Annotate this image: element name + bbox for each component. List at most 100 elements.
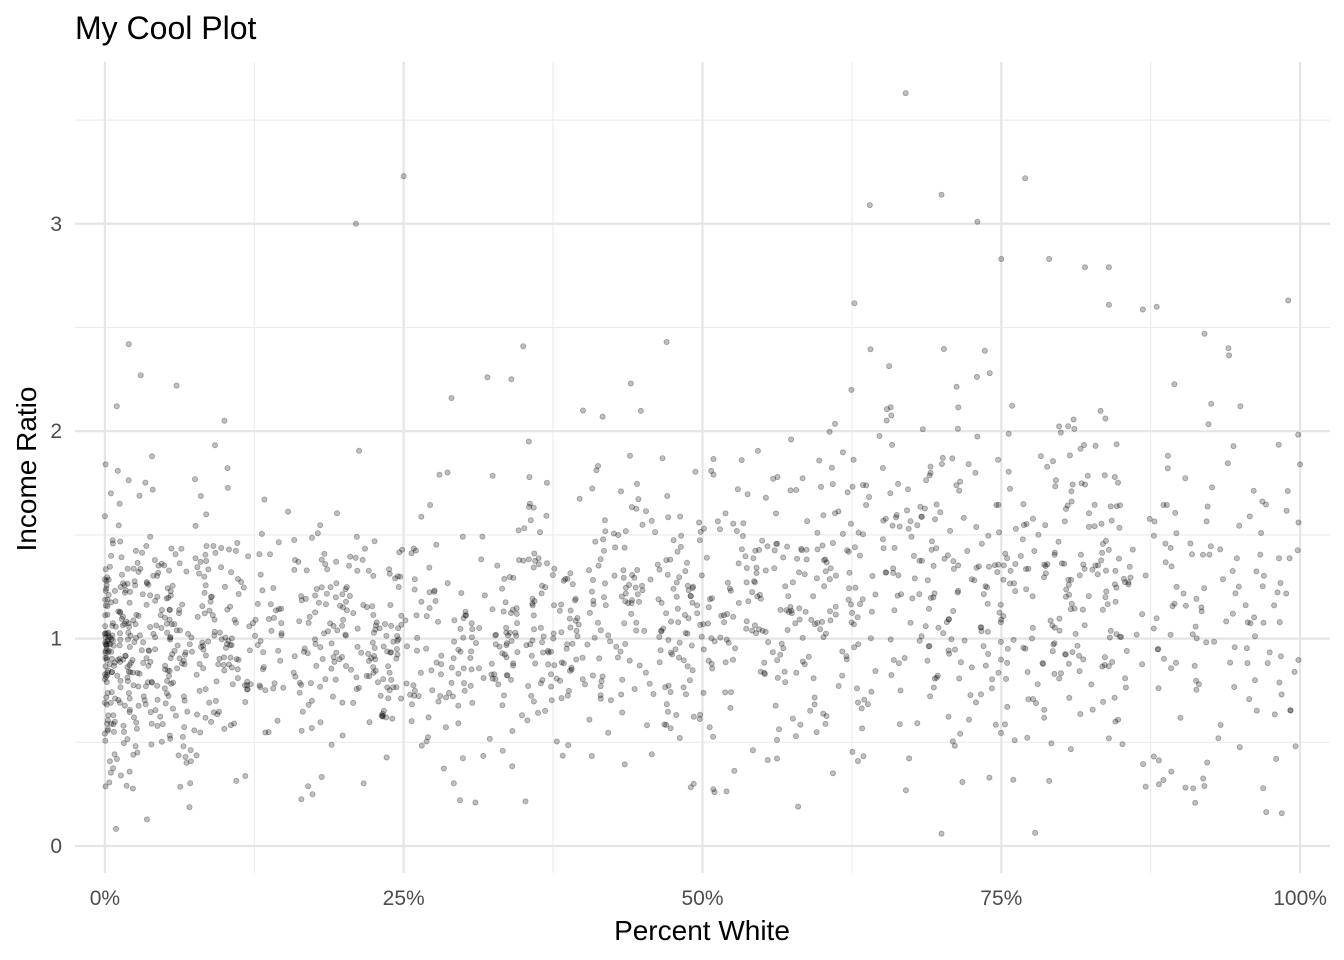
data-point	[863, 482, 870, 489]
data-point	[926, 605, 933, 612]
data-point	[683, 691, 690, 698]
data-point	[1189, 551, 1196, 558]
data-point	[340, 616, 347, 623]
data-point	[526, 503, 533, 510]
data-point	[305, 619, 312, 626]
data-point	[385, 695, 392, 702]
data-point	[491, 671, 498, 678]
data-point	[440, 765, 447, 772]
data-point	[504, 672, 511, 679]
data-point	[957, 659, 964, 666]
data-point	[182, 649, 189, 656]
data-point	[467, 682, 474, 689]
data-point	[102, 654, 109, 661]
data-point	[1044, 561, 1051, 568]
data-point	[106, 779, 113, 786]
data-point	[1116, 555, 1123, 562]
data-point	[1113, 584, 1120, 591]
data-point	[556, 607, 563, 614]
data-point	[372, 622, 379, 629]
data-point	[350, 699, 357, 706]
data-point	[333, 558, 340, 565]
data-point	[1041, 714, 1048, 721]
data-point	[1039, 660, 1046, 667]
data-point	[280, 684, 287, 691]
data-point	[955, 404, 962, 411]
data-point	[950, 565, 957, 572]
data-point	[197, 729, 204, 736]
data-point	[697, 621, 704, 628]
data-point	[973, 373, 980, 380]
data-point	[312, 609, 319, 616]
data-point	[167, 636, 174, 643]
data-point	[509, 606, 516, 613]
data-point	[845, 596, 852, 603]
data-point	[799, 475, 806, 482]
data-point	[313, 586, 320, 593]
data-point	[1103, 567, 1110, 574]
data-point	[710, 786, 717, 793]
data-point	[531, 550, 538, 557]
data-point	[120, 580, 127, 587]
data-point	[1058, 560, 1065, 567]
data-point	[935, 624, 942, 631]
data-point	[167, 588, 174, 595]
data-point	[835, 683, 842, 690]
data-point	[110, 728, 117, 735]
data-point	[982, 583, 989, 590]
data-point	[126, 709, 133, 716]
data-point	[1068, 488, 1075, 495]
data-point	[1108, 517, 1115, 524]
data-point	[543, 512, 550, 519]
data-point	[1167, 631, 1174, 638]
data-point	[579, 676, 586, 683]
data-point	[689, 667, 696, 674]
data-point	[472, 799, 479, 806]
data-point	[1233, 555, 1240, 562]
data-point	[872, 591, 879, 598]
data-point	[813, 575, 820, 582]
data-point	[136, 670, 143, 677]
data-point	[658, 628, 665, 635]
data-point	[864, 701, 871, 708]
data-point	[308, 534, 315, 541]
data-point	[520, 557, 527, 564]
data-points	[101, 90, 1304, 837]
data-point	[700, 621, 707, 628]
data-point	[803, 556, 810, 563]
data-point	[238, 579, 245, 586]
data-point	[634, 591, 641, 598]
data-point	[389, 715, 396, 722]
data-point	[1050, 458, 1057, 465]
data-point	[1260, 785, 1267, 792]
data-point	[985, 651, 992, 658]
data-point	[907, 518, 914, 525]
data-point	[656, 659, 663, 666]
data-point	[597, 627, 604, 634]
data-point	[292, 673, 299, 680]
data-point	[380, 707, 387, 714]
data-point	[104, 611, 111, 618]
data-point	[998, 729, 1005, 736]
data-point	[721, 619, 728, 626]
data-point	[104, 603, 111, 610]
data-point	[109, 537, 116, 544]
data-point	[459, 755, 466, 762]
data-point	[117, 772, 124, 779]
data-point	[724, 579, 731, 586]
data-point	[1062, 593, 1069, 600]
data-point	[618, 488, 625, 495]
data-point	[902, 787, 909, 794]
data-point	[323, 590, 330, 597]
data-point	[104, 690, 111, 697]
data-point	[270, 614, 277, 621]
data-point	[1193, 595, 1200, 602]
data-point	[354, 643, 361, 650]
data-point	[258, 530, 265, 537]
data-point	[617, 648, 624, 655]
data-point	[143, 816, 150, 823]
data-point	[242, 699, 249, 706]
data-point	[1139, 306, 1146, 313]
data-point	[147, 624, 154, 631]
data-point	[866, 202, 873, 209]
